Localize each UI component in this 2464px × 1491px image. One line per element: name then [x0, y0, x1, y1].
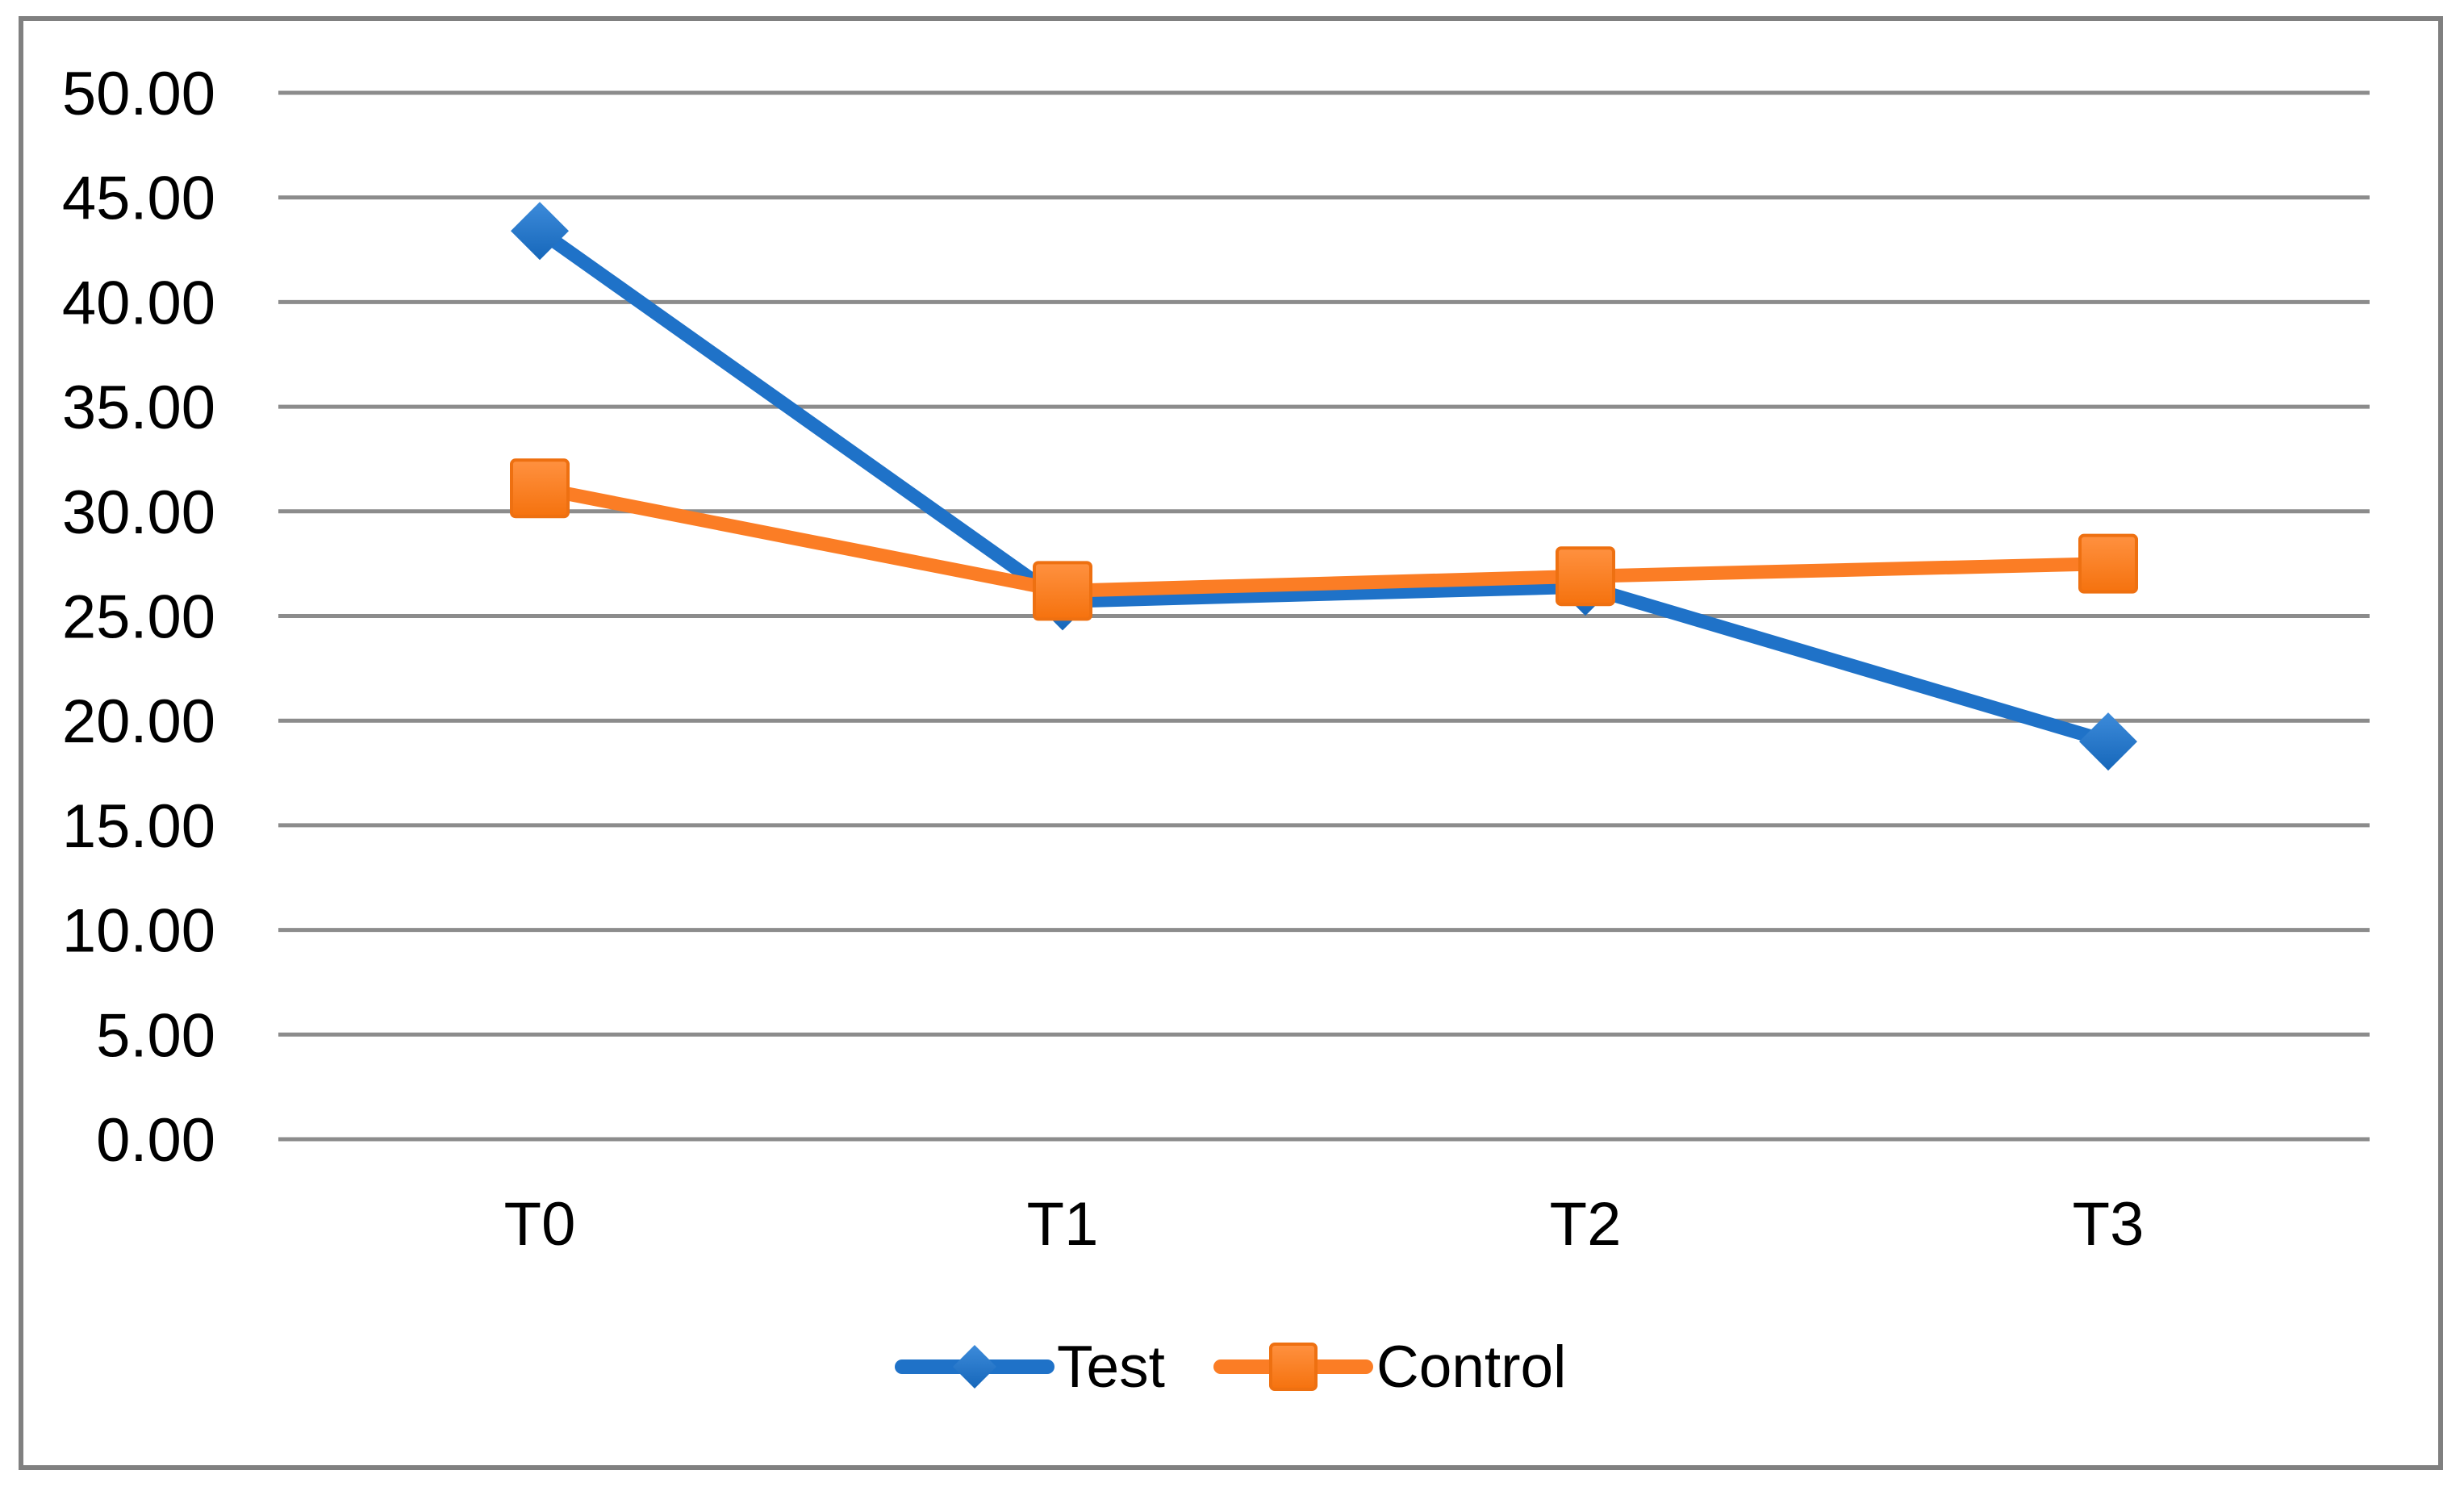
y-tick-label: 50.00 [62, 60, 215, 128]
marker-square [1269, 1343, 1318, 1391]
y-tick-label: 45.00 [62, 165, 215, 233]
y-tick-label: 40.00 [62, 269, 215, 337]
marker-diamond [953, 1345, 996, 1389]
x-category-label: T0 [504, 1190, 576, 1259]
series-line-control [532, 481, 2115, 598]
marker-square [510, 458, 570, 519]
marker-square [1556, 546, 1615, 607]
y-tick-label: 35.00 [62, 374, 215, 442]
legend: Test Control [895, 1334, 1566, 1400]
y-tick-label: 0.00 [96, 1106, 215, 1175]
series-control [510, 458, 2138, 621]
x-category-label: T2 [1550, 1190, 1622, 1259]
legend-label-test: Test [1057, 1334, 1165, 1400]
legend-label-control: Control [1376, 1334, 1566, 1400]
series-line-test [532, 223, 2115, 749]
marker-diamond [511, 202, 569, 261]
y-tick-label: 5.00 [96, 1001, 215, 1070]
y-tick-label: 15.00 [62, 792, 215, 861]
marker-square [2078, 533, 2138, 594]
x-category-label: T3 [2073, 1190, 2145, 1259]
marker-square [1033, 561, 1092, 621]
y-tick-label: 20.00 [62, 687, 215, 756]
series-test [511, 202, 2137, 771]
y-tick-label: 25.00 [62, 583, 215, 652]
marker-diamond [2079, 712, 2137, 771]
y-tick-label: 30.00 [62, 478, 215, 547]
figure-border [19, 16, 2443, 1470]
x-category-label: T1 [1027, 1190, 1099, 1259]
y-tick-label: 10.00 [62, 897, 215, 966]
